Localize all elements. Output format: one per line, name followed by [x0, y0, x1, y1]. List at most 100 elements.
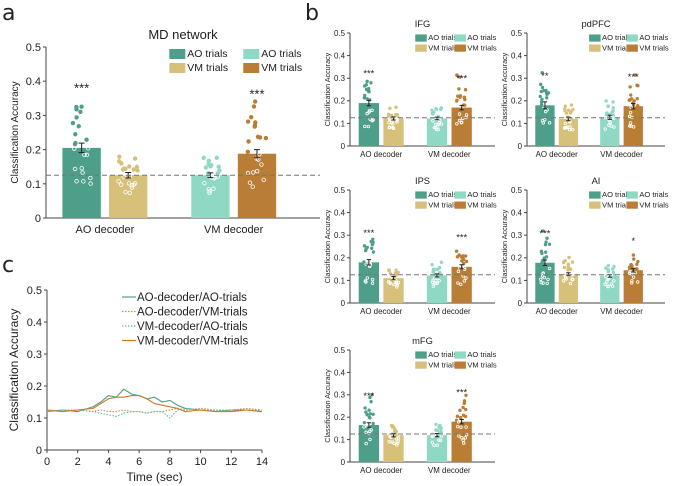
bar — [191, 175, 230, 218]
y-tick-label: 0.1 — [511, 276, 523, 285]
data-point — [612, 279, 616, 283]
data-point — [216, 164, 221, 169]
data-point — [364, 410, 368, 414]
data-point — [203, 165, 209, 170]
legend-label: VM trials — [639, 43, 669, 52]
data-point — [636, 259, 640, 264]
data-point — [253, 120, 258, 125]
legend-swatch — [243, 49, 260, 59]
data-point — [438, 270, 442, 275]
data-point — [362, 244, 367, 248]
data-point — [365, 111, 369, 116]
data-point — [455, 73, 459, 77]
data-point — [259, 162, 264, 167]
data-point — [609, 282, 614, 286]
legend-swatch — [454, 361, 466, 369]
data-point — [628, 121, 633, 125]
legend-label: AO trials — [428, 33, 457, 42]
bar — [383, 118, 404, 146]
data-point — [568, 281, 573, 286]
y-axis-label: Classification Accuracy — [323, 52, 332, 126]
data-point — [430, 434, 434, 439]
data-point — [437, 266, 441, 270]
y-tick-label: 0.5 — [334, 186, 346, 195]
x-tick-label: AO decoder — [360, 466, 403, 475]
legend-swatch — [169, 49, 186, 59]
y-tick-label: 0.3 — [27, 349, 42, 361]
data-point — [363, 248, 368, 253]
y-tick-label: 0.3 — [511, 74, 523, 83]
data-point — [463, 103, 467, 107]
data-point — [394, 268, 398, 272]
legend-swatch — [589, 201, 601, 209]
data-point — [544, 91, 549, 95]
x-tick-label: 4 — [105, 456, 111, 468]
chart-title: IFG — [415, 19, 431, 29]
data-point — [454, 249, 459, 253]
data-point — [394, 117, 399, 121]
data-point — [541, 281, 545, 285]
data-point — [543, 250, 548, 254]
data-point — [569, 103, 574, 107]
legend-swatch — [626, 44, 638, 52]
data-point — [363, 406, 367, 410]
bar — [383, 278, 404, 303]
data-point — [430, 440, 434, 445]
data-point — [432, 125, 437, 130]
data-point — [395, 443, 399, 447]
data-point — [364, 280, 368, 284]
significance-stars: *** — [539, 228, 550, 238]
data-point — [568, 267, 572, 272]
y-tick-label: 0 — [341, 299, 346, 308]
data-point — [636, 103, 640, 108]
data-point — [628, 110, 633, 115]
data-point — [437, 120, 442, 125]
data-point — [439, 260, 444, 265]
legend-label: VM trials — [428, 200, 458, 209]
legend-swatch — [415, 44, 427, 52]
bar — [558, 274, 579, 303]
data-point — [126, 181, 132, 186]
data-point — [566, 125, 570, 129]
data-point — [436, 127, 440, 132]
legend-swatch — [626, 191, 638, 199]
data-point — [542, 88, 546, 93]
y-tick-label: 0 — [35, 213, 41, 225]
legend-swatch — [243, 63, 260, 73]
chart-b-ai: AI 0 0.1 0.2 0.3 0.4 0.5 Classification Accurac… — [500, 176, 669, 316]
data-point — [604, 266, 608, 270]
data-point — [430, 108, 434, 112]
error-bar — [631, 267, 636, 273]
data-point — [257, 152, 262, 157]
data-point — [611, 106, 615, 110]
data-point — [633, 73, 637, 77]
data-point — [547, 242, 552, 246]
data-point — [457, 112, 462, 116]
data-point — [370, 277, 375, 282]
data-point — [564, 111, 569, 115]
data-point — [217, 168, 222, 173]
data-point — [251, 170, 256, 175]
data-point — [461, 413, 466, 417]
data-point — [563, 109, 567, 113]
data-point — [459, 425, 463, 429]
y-axis-label: Classification Accuracy — [323, 369, 332, 443]
data-point — [630, 279, 634, 283]
error-bar — [253, 149, 260, 159]
chart-b-mfg: mFG 0 0.1 0.2 0.3 0.4 0.5 Classification Accura… — [323, 336, 497, 475]
data-point — [603, 282, 607, 286]
data-point — [367, 110, 371, 114]
significance-stars: *** — [456, 73, 467, 83]
chart-title: MD network — [148, 27, 218, 42]
significance-stars: *** — [456, 388, 467, 398]
data-point — [370, 246, 374, 250]
data-point — [245, 149, 251, 154]
x-tick-label: 14 — [256, 456, 268, 468]
data-point — [70, 120, 76, 126]
significance-stars: * — [631, 236, 635, 246]
data-point — [629, 93, 633, 97]
data-point — [365, 276, 370, 280]
x-tick-label: AO decoder — [536, 307, 579, 316]
y-axis-label: Classification Accuracy — [10, 81, 21, 183]
